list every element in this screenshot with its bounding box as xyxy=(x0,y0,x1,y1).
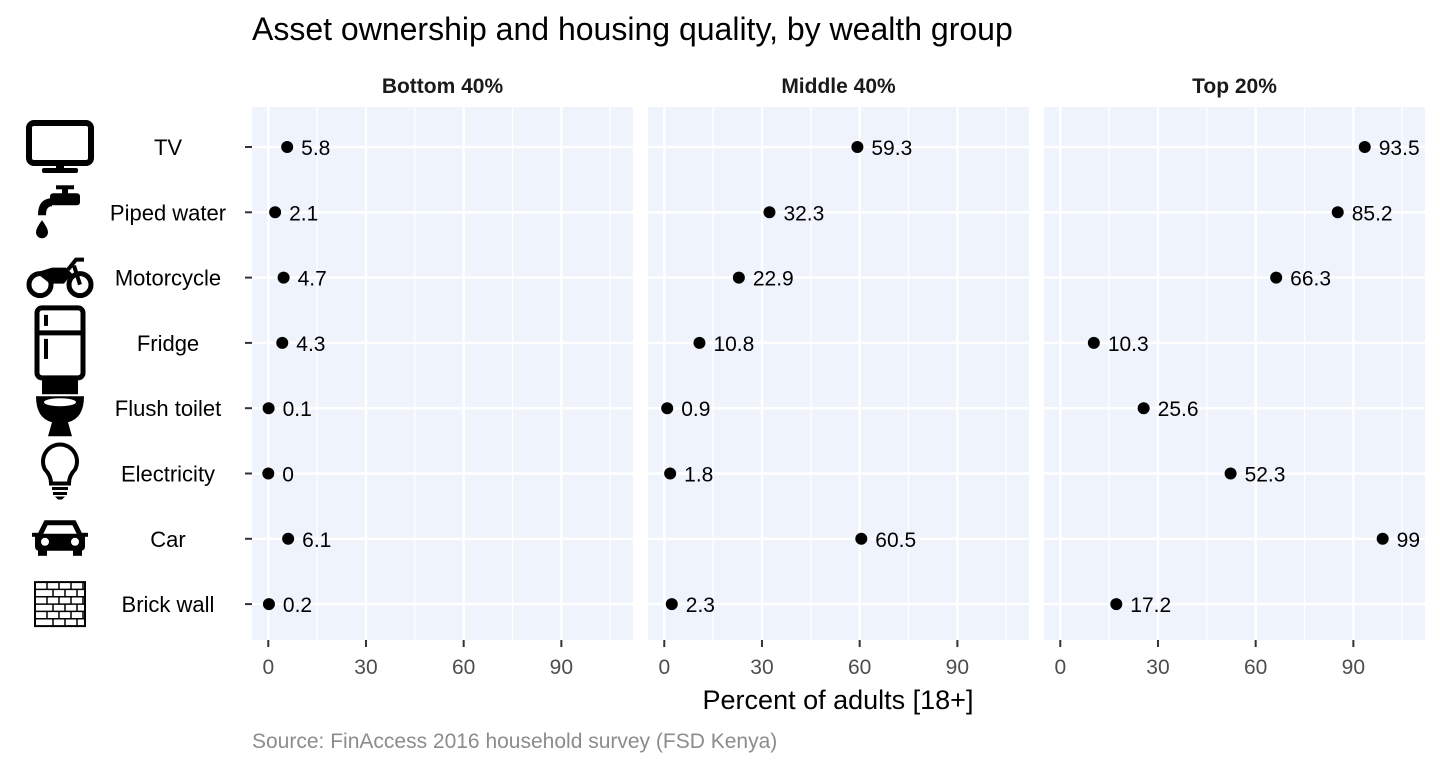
x-tick-label: 60 xyxy=(1244,656,1267,679)
toilet-icon xyxy=(36,378,84,437)
tv-icon xyxy=(26,120,94,173)
facet-panels: Bottom 40% 0 30 60 90 5.8 2.1 4.7 4.3 0.1 0 6.1 0.2 M… xyxy=(252,75,1425,679)
facet-panel: Top 20% 0 30 60 90 93.5 85.2 66.3 10.3 25.6 52.3 99… xyxy=(1044,75,1425,679)
data-point xyxy=(276,336,289,349)
data-label: 0 xyxy=(282,464,294,487)
data-point xyxy=(665,598,678,611)
data-label: 4.7 xyxy=(298,268,327,291)
data-label: 0.9 xyxy=(681,398,710,421)
category-label: Motorcycle xyxy=(115,266,221,291)
x-tick-label: 0 xyxy=(658,656,670,679)
category-label: Piped water xyxy=(110,200,226,225)
x-tick-label: 60 xyxy=(452,656,475,679)
data-point xyxy=(281,141,294,153)
data-point xyxy=(732,271,745,284)
category-labels: TV Piped water Motorcycle Fridge Flush toile… xyxy=(110,135,252,617)
data-point xyxy=(269,206,282,219)
data-label: 0.2 xyxy=(283,594,312,617)
data-point xyxy=(262,467,275,480)
category-label: TV xyxy=(154,135,182,160)
caption: Source: FinAccess 2016 household survey … xyxy=(252,730,777,753)
data-point xyxy=(693,336,706,349)
panel-background xyxy=(648,107,1029,640)
panel-background xyxy=(252,107,633,640)
facet-panel: Bottom 40% 0 30 60 90 5.8 2.1 4.7 4.3 0.1 0 6.1 0.2 xyxy=(252,75,633,679)
x-tick-label: 90 xyxy=(946,656,969,679)
x-tick-label: 90 xyxy=(1342,656,1365,679)
category-label: Brick wall xyxy=(122,592,215,617)
data-point xyxy=(664,467,677,480)
data-point xyxy=(1224,467,1237,480)
fridge-icon xyxy=(34,305,86,381)
data-point xyxy=(1358,141,1371,153)
data-point xyxy=(851,141,864,153)
data-point xyxy=(262,598,275,611)
category-icons xyxy=(26,120,94,628)
data-label: 52.3 xyxy=(1245,464,1286,487)
car-icon xyxy=(32,520,88,556)
data-label: 32.3 xyxy=(783,202,824,225)
tap-icon xyxy=(36,185,80,239)
data-label: 1.8 xyxy=(684,464,713,487)
data-point xyxy=(262,402,275,415)
data-point xyxy=(1087,336,1100,349)
data-point xyxy=(1137,402,1150,415)
x-tick-label: 30 xyxy=(354,656,377,679)
data-label: 10.3 xyxy=(1108,333,1149,356)
x-tick-label: 0 xyxy=(1054,656,1066,679)
x-tick-label: 30 xyxy=(1146,656,1169,679)
data-label: 93.5 xyxy=(1379,137,1420,160)
data-label: 6.1 xyxy=(302,529,331,552)
x-tick-label: 60 xyxy=(848,656,871,679)
x-tick-label: 90 xyxy=(550,656,573,679)
data-label: 2.1 xyxy=(289,202,318,225)
data-label: 17.2 xyxy=(1130,594,1171,617)
data-label: 59.3 xyxy=(871,137,912,160)
x-tick-label: 30 xyxy=(750,656,773,679)
data-label: 10.8 xyxy=(713,333,754,356)
x-tick-label: 0 xyxy=(262,656,274,679)
data-point xyxy=(277,271,290,284)
category-label: Flush toilet xyxy=(115,396,221,421)
data-point xyxy=(1270,271,1283,284)
motorcycle-icon xyxy=(26,257,94,299)
data-point xyxy=(661,402,674,415)
x-axis-label: Percent of adults [18+] xyxy=(703,685,974,715)
data-label: 22.9 xyxy=(753,268,794,291)
data-label: 4.3 xyxy=(296,333,325,356)
category-label: Fridge xyxy=(137,331,199,356)
data-label: 99 xyxy=(1397,529,1420,552)
lightbulb-icon xyxy=(41,442,79,500)
facet-panel: Middle 40% 0 30 60 90 59.3 32.3 22.9 10.8 0.9 1.8 6… xyxy=(648,75,1029,679)
data-label: 66.3 xyxy=(1290,268,1331,291)
facet-label: Bottom 40% xyxy=(382,75,504,98)
facet-label: Middle 40% xyxy=(781,75,896,98)
category-label: Car xyxy=(150,527,185,552)
data-point xyxy=(282,532,295,545)
data-label: 2.3 xyxy=(686,594,715,617)
category-label: Electricity xyxy=(121,462,215,487)
data-point xyxy=(763,206,776,219)
data-point xyxy=(855,532,868,545)
panel-background xyxy=(1044,107,1425,640)
data-label: 5.8 xyxy=(301,137,330,160)
data-point xyxy=(1376,532,1389,545)
data-label: 0.1 xyxy=(283,398,312,421)
data-label: 60.5 xyxy=(875,529,916,552)
facet-label: Top 20% xyxy=(1192,75,1277,98)
data-point xyxy=(1331,206,1344,219)
chart-title: Asset ownership and housing quality, by … xyxy=(252,11,1013,47)
data-label: 85.2 xyxy=(1352,202,1393,225)
brick-wall-icon xyxy=(34,581,86,628)
data-point xyxy=(1110,598,1123,611)
data-label: 25.6 xyxy=(1158,398,1199,421)
